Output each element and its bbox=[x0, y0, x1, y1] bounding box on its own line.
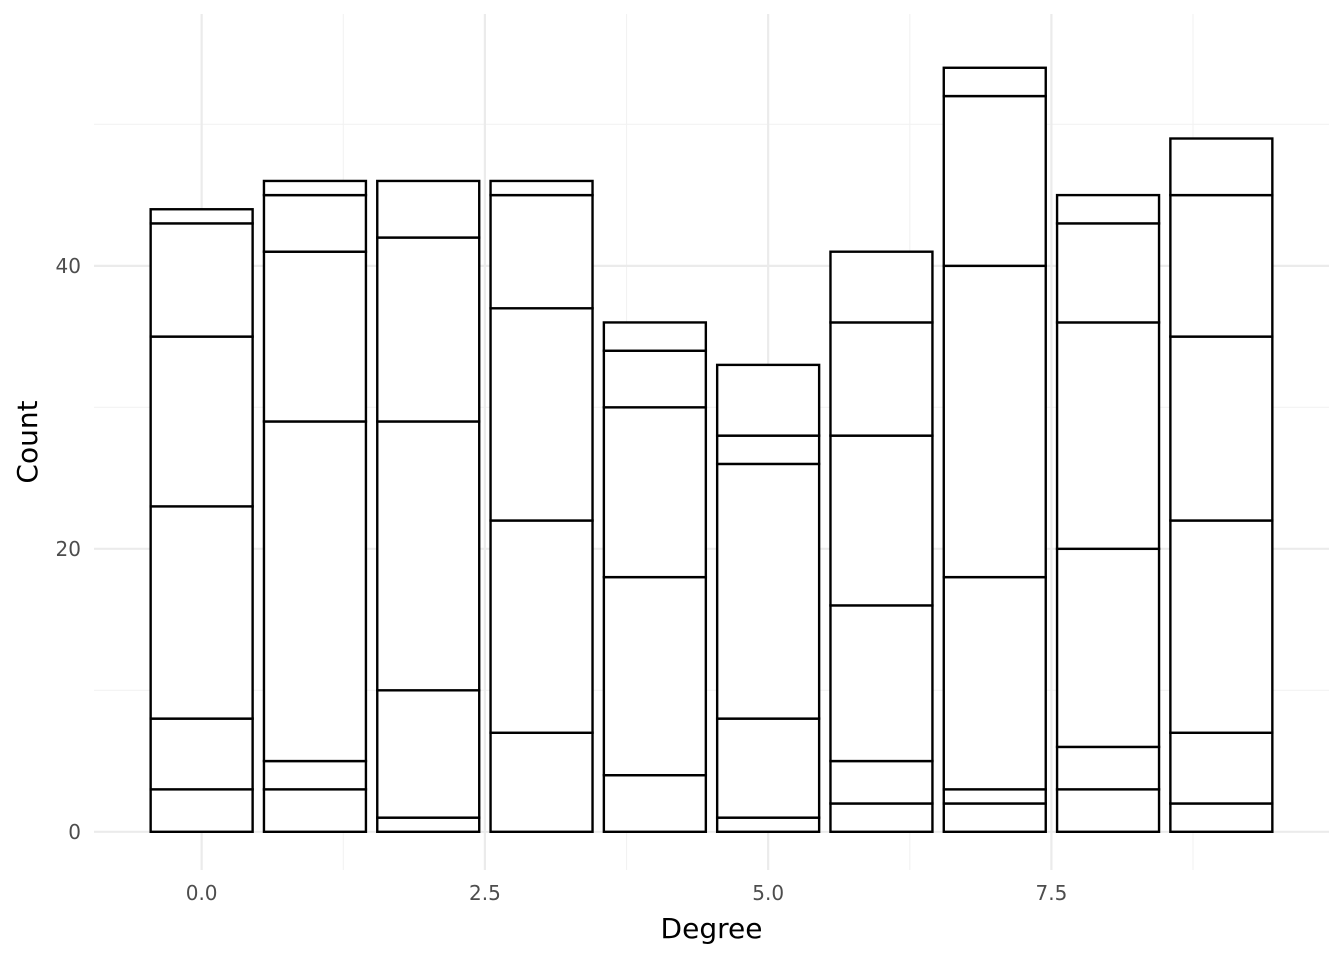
bar-segment bbox=[1169, 802, 1274, 833]
bar-segment bbox=[942, 66, 1047, 98]
bar-stack bbox=[1055, 193, 1161, 833]
bar-segment bbox=[149, 717, 254, 791]
bar-stack bbox=[149, 208, 254, 833]
bar-segment bbox=[602, 575, 708, 777]
bar-segment bbox=[829, 759, 934, 805]
bar-segment bbox=[262, 250, 368, 423]
bar-segment bbox=[942, 264, 1047, 579]
bar-stack bbox=[602, 321, 708, 833]
bar-segment bbox=[829, 802, 934, 833]
bar-segment bbox=[1169, 519, 1274, 734]
x-tick-label: 2.5 bbox=[469, 881, 501, 905]
bar-segment bbox=[489, 731, 594, 833]
bar-segment bbox=[489, 193, 594, 310]
bar-segment bbox=[715, 462, 821, 720]
bar-stack bbox=[489, 179, 594, 833]
bar-segment bbox=[149, 505, 254, 720]
bar-segment bbox=[602, 774, 708, 833]
bar-segment bbox=[829, 434, 934, 607]
bar-stack bbox=[262, 179, 368, 833]
bar-segment bbox=[376, 816, 481, 833]
bar-stack bbox=[1169, 137, 1274, 833]
bar-segment bbox=[1169, 137, 1274, 197]
bar-segment bbox=[1055, 193, 1161, 225]
bar-stack bbox=[715, 363, 821, 833]
bar-segment bbox=[942, 802, 1047, 833]
bar-segment bbox=[1055, 788, 1161, 833]
bar-segment bbox=[262, 179, 368, 197]
bar-segment bbox=[715, 816, 821, 833]
bar-segment bbox=[715, 434, 821, 466]
bar-segment bbox=[149, 335, 254, 508]
bar-segment bbox=[602, 406, 708, 579]
bar-segment bbox=[262, 193, 368, 253]
bar-segment bbox=[1055, 321, 1161, 551]
bars bbox=[149, 66, 1274, 833]
bar-segment bbox=[262, 420, 368, 763]
x-axis-title: Degree bbox=[661, 912, 763, 945]
bar-segment bbox=[715, 363, 821, 437]
bar-segment bbox=[602, 349, 708, 409]
bar-segment bbox=[715, 717, 821, 819]
x-tick-label: 0.0 bbox=[186, 881, 218, 905]
bar-segment bbox=[1055, 745, 1161, 791]
bar-segment bbox=[602, 321, 708, 352]
bar-segment bbox=[149, 222, 254, 338]
bar-segment bbox=[489, 179, 594, 197]
bar-segment bbox=[1169, 335, 1274, 522]
bar-segment bbox=[489, 307, 594, 522]
bar-segment bbox=[1055, 547, 1161, 749]
bar-stack bbox=[829, 250, 934, 833]
bar-segment bbox=[829, 321, 934, 437]
bar-segment bbox=[149, 788, 254, 833]
y-tick-label: 40 bbox=[56, 254, 81, 278]
bar-segment bbox=[829, 250, 934, 324]
bar-segment bbox=[942, 788, 1047, 805]
bar-stack bbox=[942, 66, 1047, 833]
bar-segment bbox=[489, 519, 594, 734]
bar-stack bbox=[376, 179, 481, 833]
bar-segment bbox=[376, 179, 481, 239]
bar-segment bbox=[1169, 193, 1274, 338]
bar-segment bbox=[1169, 731, 1274, 805]
bar-segment bbox=[262, 759, 368, 791]
x-tick-label: 7.5 bbox=[1036, 881, 1068, 905]
bar-segment bbox=[942, 575, 1047, 791]
bar-segment bbox=[376, 689, 481, 819]
bar-segment bbox=[942, 94, 1047, 268]
y-tick-label: 20 bbox=[56, 537, 81, 561]
bar-segment bbox=[262, 788, 368, 833]
bar-segment bbox=[829, 604, 934, 763]
y-tick-label: 0 bbox=[68, 820, 81, 844]
bar-segment bbox=[1055, 222, 1161, 324]
y-axis-title: Count bbox=[11, 400, 44, 483]
axis-ticks: 0.0 2.5 5.0 7.5 0 20 40 bbox=[56, 254, 1068, 905]
x-tick-label: 5.0 bbox=[752, 881, 784, 905]
bar-segment bbox=[376, 420, 481, 692]
bar-segment bbox=[376, 236, 481, 423]
bar-segment bbox=[149, 208, 254, 225]
